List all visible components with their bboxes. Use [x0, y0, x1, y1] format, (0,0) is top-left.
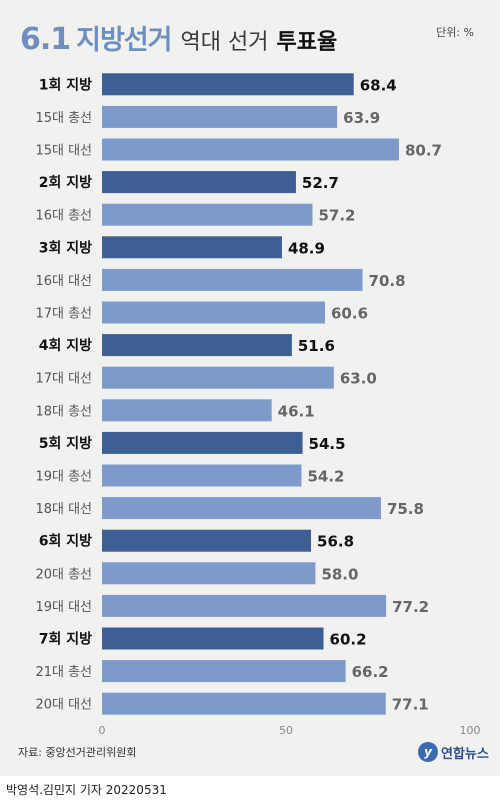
category-label: 7회 지방 — [39, 631, 92, 648]
category-label: 20대 대선 — [35, 698, 92, 713]
title-date: 6.1 — [20, 22, 71, 57]
category-label: 5회 지방 — [39, 435, 92, 452]
x-tick-label: 50 — [279, 724, 293, 737]
bar-local-election — [102, 529, 312, 552]
category-label: 15대 대선 — [35, 144, 92, 159]
value-label: 68.4 — [360, 76, 397, 94]
value-label: 54.5 — [309, 435, 346, 453]
value-label: 66.2 — [352, 663, 389, 681]
value-label: 80.7 — [405, 142, 442, 160]
title-election: 지방선거 — [76, 25, 172, 56]
x-tick-label: 100 — [460, 724, 481, 737]
value-label: 60.2 — [330, 631, 367, 649]
turnout-bar-chart: 1회 지방 68.4 15대 총선 63.9 15대 대선 80.7 2회 지방 52.7 16… — [35, 73, 481, 737]
yonhap-logo: y 연합뉴스 — [418, 739, 489, 765]
value-label: 48.9 — [288, 239, 325, 257]
bar-other-election — [102, 562, 316, 585]
x-tick-label: 0 — [99, 724, 106, 737]
title-turnout: 투표율 — [276, 30, 338, 55]
category-label: 20대 총선 — [35, 567, 92, 582]
category-label: 1회 지방 — [39, 76, 92, 93]
value-label: 57.2 — [318, 207, 355, 225]
value-label: 75.8 — [387, 500, 424, 518]
unit-label: 단위: % — [436, 26, 474, 39]
category-label: 18대 대선 — [35, 502, 92, 517]
bar-other-election — [102, 594, 387, 617]
bar-other-election — [102, 399, 272, 422]
bar-other-election — [102, 692, 386, 715]
bar-other-election — [102, 105, 338, 128]
value-label: 63.9 — [343, 109, 380, 127]
chart-title: 6.1 지방선거 역대 선거 투표율 — [20, 18, 337, 58]
value-label: 63.0 — [340, 370, 377, 388]
yonhap-logo-icon: y — [418, 742, 438, 762]
bar-other-election — [102, 366, 334, 389]
bar-local-election — [102, 236, 282, 259]
category-label: 2회 지방 — [39, 174, 92, 191]
title-middle: 역대 선거 — [180, 30, 269, 55]
value-label: 52.7 — [302, 174, 339, 192]
value-label: 46.1 — [278, 402, 315, 420]
byline: 박영석.김민지 기자 20220531 — [6, 783, 167, 797]
source-note: 자료: 중앙선거관리위원회 — [18, 746, 137, 759]
category-label: 17대 총선 — [35, 307, 92, 322]
value-label: 70.8 — [369, 272, 406, 290]
bar-other-election — [102, 464, 302, 487]
bar-other-election — [102, 660, 346, 683]
value-label: 58.0 — [321, 565, 358, 583]
bar-other-election — [102, 301, 326, 324]
category-label: 21대 총선 — [35, 665, 92, 680]
bar-other-election — [102, 268, 363, 291]
value-label: 51.6 — [298, 337, 335, 355]
value-label: 60.6 — [331, 305, 368, 323]
category-label: 19대 대선 — [35, 600, 92, 615]
category-label: 18대 총선 — [35, 404, 92, 419]
category-label: 19대 총선 — [35, 470, 92, 485]
category-label: 17대 대선 — [35, 372, 92, 387]
category-label: 15대 총선 — [35, 111, 92, 126]
value-label: 56.8 — [317, 533, 354, 551]
bar-local-election — [102, 73, 354, 96]
category-label: 6회 지방 — [39, 533, 92, 550]
value-label: 54.2 — [307, 468, 344, 486]
bar-local-election — [102, 171, 296, 194]
category-label: 4회 지방 — [39, 337, 92, 354]
value-label: 77.2 — [392, 598, 429, 616]
yonhap-logo-text: 연합뉴스 — [441, 746, 489, 762]
bar-local-election — [102, 627, 324, 650]
category-label: 3회 지방 — [39, 239, 92, 256]
bar-other-election — [102, 497, 381, 520]
bar-local-election — [102, 334, 292, 357]
value-label: 77.1 — [392, 696, 429, 714]
category-label: 16대 대선 — [35, 274, 92, 289]
category-label: 16대 총선 — [35, 209, 92, 224]
bar-other-election — [102, 138, 399, 161]
bar-other-election — [102, 203, 313, 226]
bar-local-election — [102, 431, 303, 454]
